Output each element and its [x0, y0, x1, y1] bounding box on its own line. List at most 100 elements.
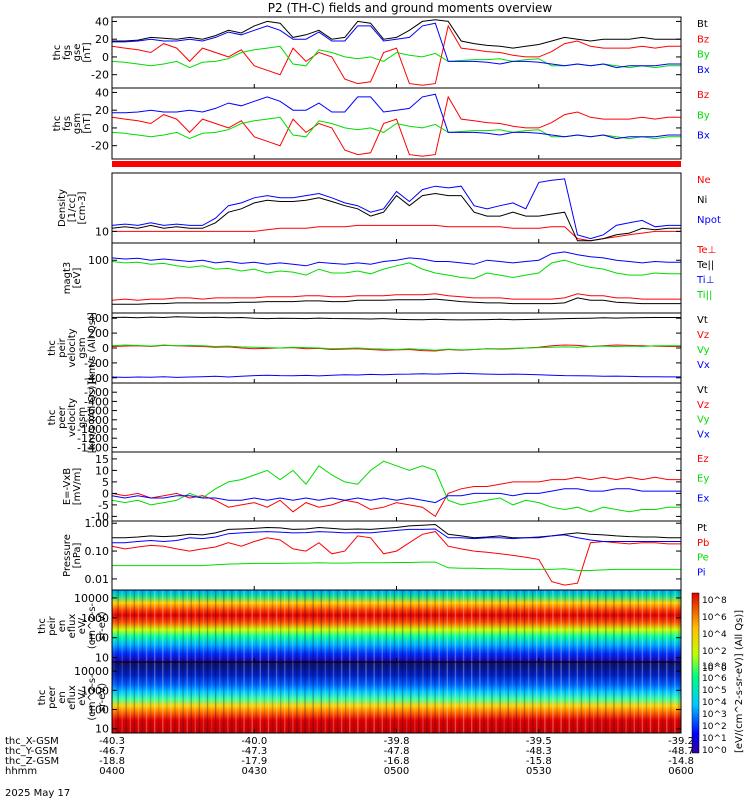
panel-frame: [111, 172, 682, 244]
y-tick-label: -1400: [77, 441, 109, 454]
y-axis-label-line: peer: [47, 685, 58, 709]
panel-peir-eflux: 10000 1000 100 10 thc peir en eflux eV/(cm^2-s-s…: [37, 589, 682, 665]
time-axis-row-label: thc_Z-GSM: [5, 756, 59, 767]
panel-fgs-gse: 40 20 0 -20 thc fgs gse [nT] Bt Bz By Bx: [52, 15, 710, 89]
y-tick-label: -5: [98, 499, 109, 512]
legend-Ni: Ni: [697, 195, 707, 206]
series-efield-Ex: [111, 488, 681, 504]
y-axis-label-line: thc: [47, 410, 58, 426]
series-peir-velocity-Vy: [111, 344, 681, 351]
legend-Ez: Ez: [697, 454, 709, 465]
legend-Bz: Bz: [697, 34, 709, 45]
y-tick-label: -400: [84, 395, 109, 408]
panel-peer-eflux: 10000 1000 100 10 thc peer en eflux eV/(cm^2-s-s…: [37, 661, 682, 736]
legend-Te⊥: Te⊥: [696, 245, 716, 256]
time-axis-value: -40.0: [241, 736, 267, 747]
y-tick-label: -200: [84, 386, 109, 399]
y-tick-label: 10000: [74, 592, 109, 605]
legend-Ti||: Ti||: [696, 290, 712, 301]
legend-Pe: Pe: [697, 553, 709, 564]
y-axis-label-line: gsm: [77, 407, 88, 428]
y-axis-label-line: eV/: [77, 689, 88, 706]
y-axis-label-line: peer: [57, 405, 68, 429]
figure-title: P2 (TH-C) fields and ground moments over…: [268, 1, 553, 15]
y-tick-label: 40: [95, 15, 109, 28]
time-axis-value: 0500: [384, 766, 409, 777]
y-tick-label: 0.10: [85, 545, 110, 558]
legend-Bx: Bx: [697, 131, 710, 142]
y-axis-label-line: [nT]: [82, 42, 93, 62]
y-tick-label: -800: [84, 414, 109, 427]
y-axis-label-line: thc: [37, 690, 48, 706]
colorbar-tick-label: 10^5: [702, 686, 727, 696]
panel-temperature: 100 magt3 [eV] Te⊥ Te|| Ti⊥ Ti||: [62, 242, 716, 314]
colorbar-lower-ticks: 10^8 10^6 10^5 10^4 10^3 10^2 10^1 10^0: [702, 662, 727, 756]
y-axis-label-line: [nT]: [82, 113, 93, 133]
time-axis-value: -18.8: [99, 756, 125, 767]
y-tick-label: 0: [102, 122, 109, 135]
y-tick-label: 0.01: [85, 573, 110, 586]
y-axis-label-line: gse: [72, 44, 83, 62]
legend-Vx: Vx: [697, 429, 710, 440]
y-axis-label-line: eflux: [67, 685, 78, 710]
time-axis-row-label: thc_Y-GSM: [5, 746, 57, 757]
y-tick-label: 20: [95, 104, 109, 117]
time-axis-value: -46.7: [99, 746, 125, 757]
series-fgs-gsm-Bx: [112, 93, 681, 140]
series-fgs-gse-Bt: [112, 19, 681, 49]
y-axis-label-line: eflux: [67, 614, 78, 639]
y-axis-label-line: Pressure: [62, 534, 73, 577]
series-pressure-Pb: [111, 531, 681, 586]
y-tick-label: 40: [95, 86, 109, 99]
colorbar-tick-label: 10^3: [702, 710, 727, 720]
spectrogram-peer-eflux: [112, 662, 681, 733]
legend-Pb: Pb: [697, 538, 709, 549]
y-axis-label-line: (cm^2-s-: [87, 674, 98, 721]
y-axis-label-line: [1/cc]: [67, 194, 78, 223]
series-fgs-gse-Bx: [112, 22, 681, 69]
series-fgs-gsm-Bz: [111, 95, 681, 157]
y-axis-label: thc peer velocity gsm [km/s (All Qs)]: [47, 382, 98, 454]
panel-frame: [111, 520, 682, 591]
y-axis-label-line: [eV]: [72, 268, 83, 289]
y-tick-label: -1000: [77, 423, 109, 436]
series-pressure-Pi: [112, 528, 681, 544]
colorbar-tick-label: 10^1: [702, 734, 727, 744]
colorbar-upper-ticks: 10^8 10^6 10^4 10^2 10^0: [702, 596, 727, 674]
y-axis-label-line: [mV/m]: [72, 468, 83, 506]
legend-Vz: Vz: [697, 400, 709, 411]
y-axis-label: thc fgs gsm [nT]: [52, 113, 93, 134]
time-axis-row-label: thc_X-GSM: [5, 736, 59, 747]
legend-Vy: Vy: [697, 345, 710, 356]
colorbar-tick-label: 10^8: [702, 596, 727, 606]
y-tick-label: 400: [88, 312, 109, 325]
time-axis-value: -48.7: [668, 746, 694, 757]
y-axis-label-line: peir: [47, 615, 58, 635]
y-tick-label: 15: [95, 453, 109, 466]
y-axis-label: thc peir en eflux eV/(cm^2-s-sr-eV): [37, 602, 108, 649]
legend-Bz: Bz: [697, 90, 709, 101]
series-peir-velocity-Vt: [111, 316, 681, 321]
colorbar-label: [eV/(cm^2-s-sr-eV)] (All Qs)]: [734, 610, 745, 753]
y-tick-label: -1200: [77, 432, 109, 445]
y-axis-label-line: en: [57, 691, 68, 704]
colorbar-tick-label: 10^0: [702, 664, 727, 674]
y-tick-label: -10: [91, 510, 109, 523]
y-tick-label: 10000: [74, 665, 109, 678]
legend-Vt: Vt: [697, 385, 708, 396]
y-axis-label-line: eV/: [77, 617, 88, 634]
y-tick-label: 100: [88, 704, 109, 717]
series-temperature-Te||: [112, 297, 681, 305]
quality-flag-bar: [112, 161, 681, 167]
series-temperature-Te⊥: [111, 293, 681, 301]
series-density-Ne: [112, 224, 681, 242]
series-pressure-Pt: [112, 523, 681, 539]
legend-Vz: Vz: [697, 330, 709, 341]
y-axis-label-line: [km/s (All Qs)]: [87, 382, 98, 454]
spectrogram-peir-eflux: [112, 590, 681, 662]
y-axis-label: thc peir velocity gsm [km/s (All Qs)]: [47, 312, 98, 384]
